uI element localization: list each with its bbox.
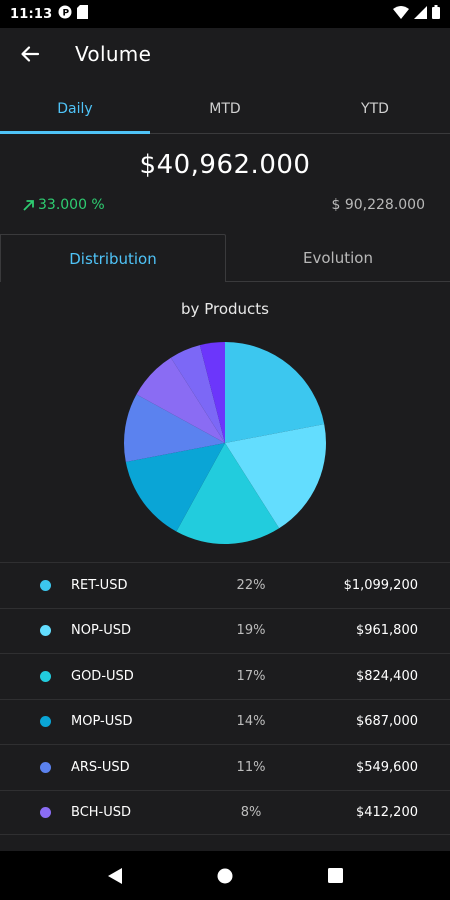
list-item[interactable]: MOP-USD 14% $687,000 xyxy=(0,698,450,745)
change-indicator: 33.000 % xyxy=(22,197,105,213)
legend-dot xyxy=(40,670,51,682)
product-name: RET-USD xyxy=(71,577,128,593)
pie-slice-other-1[interactable] xyxy=(170,345,225,443)
app-bar: Volume xyxy=(0,28,450,80)
trend-up-icon xyxy=(23,199,34,211)
period-tabs: Daily MTD YTD xyxy=(0,84,450,134)
signal-icon xyxy=(414,5,427,23)
pie-chart-svg xyxy=(124,342,326,544)
nav-recents-button[interactable] xyxy=(315,856,355,896)
product-name: BCH-USD xyxy=(71,804,132,820)
product-legend-list: RET-USD 22% $1,099,200 NOP-USD 19% $961,… xyxy=(0,562,450,835)
status-bar: 11:13 P xyxy=(0,0,450,28)
pie-chart xyxy=(122,340,328,546)
product-name: GOD-USD xyxy=(71,668,134,684)
product-value: $961,800 xyxy=(355,623,418,639)
list-item[interactable]: NOP-USD 19% $961,800 xyxy=(0,607,450,654)
tab-daily[interactable]: Daily xyxy=(0,84,150,134)
battery-icon xyxy=(432,5,440,23)
nav-back-button[interactable] xyxy=(95,856,135,896)
chart-title: by Products xyxy=(181,300,269,318)
change-percent: 33.000 % xyxy=(38,197,105,213)
list-item[interactable]: BCH-USD 8% $412,200 xyxy=(0,789,450,835)
legend-dot xyxy=(40,579,51,591)
product-value: $412,200 xyxy=(355,804,418,820)
product-percent: 14% xyxy=(236,714,266,730)
sd-card-icon xyxy=(77,5,89,23)
list-item[interactable]: RET-USD 22% $1,099,200 xyxy=(0,562,450,608)
product-percent: 11% xyxy=(236,759,266,775)
product-percent: 19% xyxy=(236,623,266,639)
app-notification-icon: P xyxy=(58,5,72,23)
product-name: MOP-USD xyxy=(71,714,133,730)
previous-amount: $ 90,228.000 xyxy=(331,197,425,213)
pie-slice-other-2[interactable] xyxy=(199,342,225,443)
product-value: $549,600 xyxy=(355,759,418,775)
pie-slice-ret-usd[interactable] xyxy=(225,342,325,443)
total-amount: $40,962.000 xyxy=(139,150,311,180)
circle-home-icon xyxy=(217,868,233,883)
page-title: Volume xyxy=(75,42,152,66)
legend-dot xyxy=(40,625,51,637)
nav-home-button[interactable] xyxy=(205,856,245,896)
pie-slice-mop-usd[interactable] xyxy=(125,443,225,532)
product-value: $687,000 xyxy=(355,714,418,730)
product-percent: 17% xyxy=(236,668,266,684)
list-item[interactable]: ARS-USD 11% $549,600 xyxy=(0,744,450,790)
product-value: $824,400 xyxy=(355,668,418,684)
triangle-back-icon xyxy=(108,867,122,884)
pie-slice-ars-usd[interactable] xyxy=(124,394,225,462)
tab-ytd[interactable]: YTD xyxy=(361,100,389,117)
product-name: NOP-USD xyxy=(71,623,131,639)
legend-dot xyxy=(40,716,51,728)
product-value: $1,099,200 xyxy=(343,577,418,593)
view-tabs: Distribution Evolution xyxy=(0,234,450,282)
legend-dot xyxy=(40,761,51,773)
tab-evolution[interactable]: Evolution xyxy=(226,234,450,282)
square-recents-icon xyxy=(327,868,343,883)
system-nav-bar xyxy=(0,851,450,900)
svg-text:P: P xyxy=(63,9,70,19)
pie-slice-god-usd[interactable] xyxy=(176,443,280,544)
pie-slice-bch-usd[interactable] xyxy=(136,357,225,443)
product-percent: 8% xyxy=(240,804,262,820)
arrow-left-icon xyxy=(21,46,40,62)
pie-slice-nop-usd[interactable] xyxy=(225,424,326,529)
back-button[interactable] xyxy=(0,28,60,80)
list-item[interactable]: GOD-USD 17% $824,400 xyxy=(0,653,450,699)
legend-dot xyxy=(40,806,51,818)
tab-distribution[interactable]: Distribution xyxy=(0,234,226,282)
tab-mtd[interactable]: MTD xyxy=(209,100,241,117)
status-time: 11:13 xyxy=(10,6,53,22)
product-percent: 22% xyxy=(236,577,266,593)
wifi-icon xyxy=(393,5,409,23)
product-name: ARS-USD xyxy=(71,759,130,775)
